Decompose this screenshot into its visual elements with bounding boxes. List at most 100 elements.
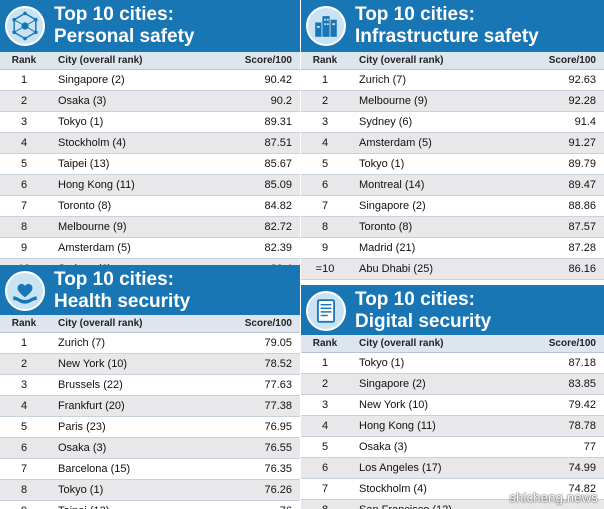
rank-cell: 8 [20,221,28,233]
rank-cell: 7 [321,483,329,495]
table-row: 4 Amsterdam (5) 91.27 [301,133,604,154]
table-row: 2 New York (10) 78.52 [0,354,300,375]
rank-cell: 2 [321,378,329,390]
city-cell: Barcelona (15) [58,463,131,475]
table-row: =10San Francisco (12)86.16 [301,280,604,285]
score-cell: 77.63 [264,379,292,391]
rank-cell: 1 [20,74,28,86]
table-row: 6 Hong Kong (11) 85.09 [0,175,300,196]
score-cell: 85.09 [264,179,292,191]
table-body: 1 Singapore (2) 90.42 2 Osaka (3) 90.2 3 Tokyo … [0,70,300,265]
city-cell: San Francisco (12) [349,504,534,509]
panel-health-security: Top 10 cities: Health security Rank City… [0,265,300,509]
table-row: 7 Singapore (2) 88.86 [301,196,604,217]
title-line-1: Top 10 cities: [355,4,476,25]
table-row: 8 Toronto (8) 87.57 [301,217,604,238]
table-row: 9 Amsterdam (5) 82.39 [0,238,300,259]
col-rank: Rank [11,318,37,329]
rank-cell: 3 [321,399,329,411]
table-row: 8 Tokyo (1) 76.26 [0,480,300,501]
table-row: 2 Melbourne (9) 92.28 [301,91,604,112]
score-cell: 90.42 [264,74,292,86]
network-shield-icon [5,6,45,46]
city-cell: Osaka (3) [58,442,107,454]
panel-header: Top 10 cities: Digital security [301,285,604,335]
col-score: Score/100 [548,55,596,66]
city-cell: Tokyo (1) [58,484,104,496]
column-header: Rank City (overall rank) Score/100 [301,52,604,70]
rank-cell: 5 [20,158,28,170]
city-cell: Taipei (13) [58,158,110,170]
panel-header: Top 10 cities: Infrastructure safety [301,0,604,52]
table-row: 2 Singapore (2) 83.85 [301,374,604,395]
col-city: City (overall rank) [58,55,143,66]
score-cell: 87.18 [568,357,596,369]
city-cell: Toronto (8) [58,200,112,212]
score-cell: 87.28 [568,242,596,254]
col-city: City (overall rank) [58,318,143,329]
title-line-2: Personal safety [54,26,195,47]
rank-cell: 8 [20,484,28,496]
table-row: 7 Stockholm (4) 74.82 [301,479,604,500]
city-cell: Madrid (21) [359,242,416,254]
score-cell: 91.4 [574,116,596,128]
title-line-1: Top 10 cities: [54,4,175,25]
score-cell: 76.35 [264,463,292,475]
city-buildings-icon [306,6,346,46]
city-cell: Sydney (6) [48,263,230,265]
city-cell: Zurich (7) [58,337,106,349]
city-cell: Tokyo (1) [359,357,405,369]
score-cell: 76.95 [264,421,292,433]
city-cell: Montreal (14) [359,179,425,191]
city-cell: Tokyo (1) [58,116,104,128]
table-row: 1 Zurich (7) 79.05 [0,333,300,354]
col-score: Score/100 [244,55,292,66]
table-row: 7 Barcelona (15) 76.35 [0,459,300,480]
table-body: 1 Zurich (7) 79.05 2 New York (10) 78.52 3 Brus… [0,333,300,509]
panel-header: Top 10 cities: Personal safety [0,0,300,52]
score-cell: 76.26 [264,484,292,496]
score-cell: 87.57 [568,221,596,233]
col-rank: Rank [312,55,338,66]
table-row: 3 New York (10) 79.42 [301,395,604,416]
city-cell: New York (10) [359,399,429,411]
col-score: Score/100 [244,318,292,329]
city-cell: Toronto (8) [359,221,413,233]
table-body: 1 Zurich (7) 92.63 2 Melbourne (9) 92.28 3 Sydn… [301,70,604,285]
score-cell: 76 [230,505,300,509]
score-cell: 74.99 [568,462,596,474]
city-cell: Amsterdam (5) [58,242,131,254]
table-body: 1 Tokyo (1) 87.18 2 Singapore (2) 83.85 3 New Y… [301,353,604,509]
rank-cell: 6 [20,442,28,454]
table-row: 6 Los Angeles (17) 74.99 [301,458,604,479]
rank-cell: 5 [20,421,28,433]
table-row: 4 Stockholm (4) 87.51 [0,133,300,154]
city-cell: Osaka (3) [58,95,107,107]
rank-cell: 5 [321,158,329,170]
rank-cell: 9 [20,242,28,254]
city-cell: Los Angeles (17) [359,462,442,474]
table-row: 10Sydney (6)80.4 [0,259,300,265]
rank-cell: 8 [321,221,329,233]
rank-cell: 10 [0,263,48,265]
rank-cell: 7 [321,200,329,212]
rank-cell: 5 [321,441,329,453]
table-row: 5 Tokyo (1) 89.79 [301,154,604,175]
score-cell: 92.63 [568,74,596,86]
city-cell: Hong Kong (11) [58,179,135,191]
panel-title: Top 10 cities: Health security [54,269,190,313]
city-cell: Amsterdam (5) [359,137,432,149]
score-cell: 74.82 [568,483,596,495]
score-cell: 84.82 [264,200,292,212]
title-line-1: Top 10 cities: [355,289,476,310]
rank-cell: 4 [321,137,329,149]
rank-cell: 1 [20,337,28,349]
city-cell: Tokyo (1) [359,158,405,170]
city-cell: Melbourne (9) [359,95,428,107]
table-row: 6 Osaka (3) 76.55 [0,438,300,459]
rank-cell: 7 [20,463,28,475]
table-row: 8 Melbourne (9) 82.72 [0,217,300,238]
score-cell: 76.55 [264,442,292,454]
city-cell: Brussels (22) [58,379,123,391]
table-row: 6 Montreal (14) 89.47 [301,175,604,196]
